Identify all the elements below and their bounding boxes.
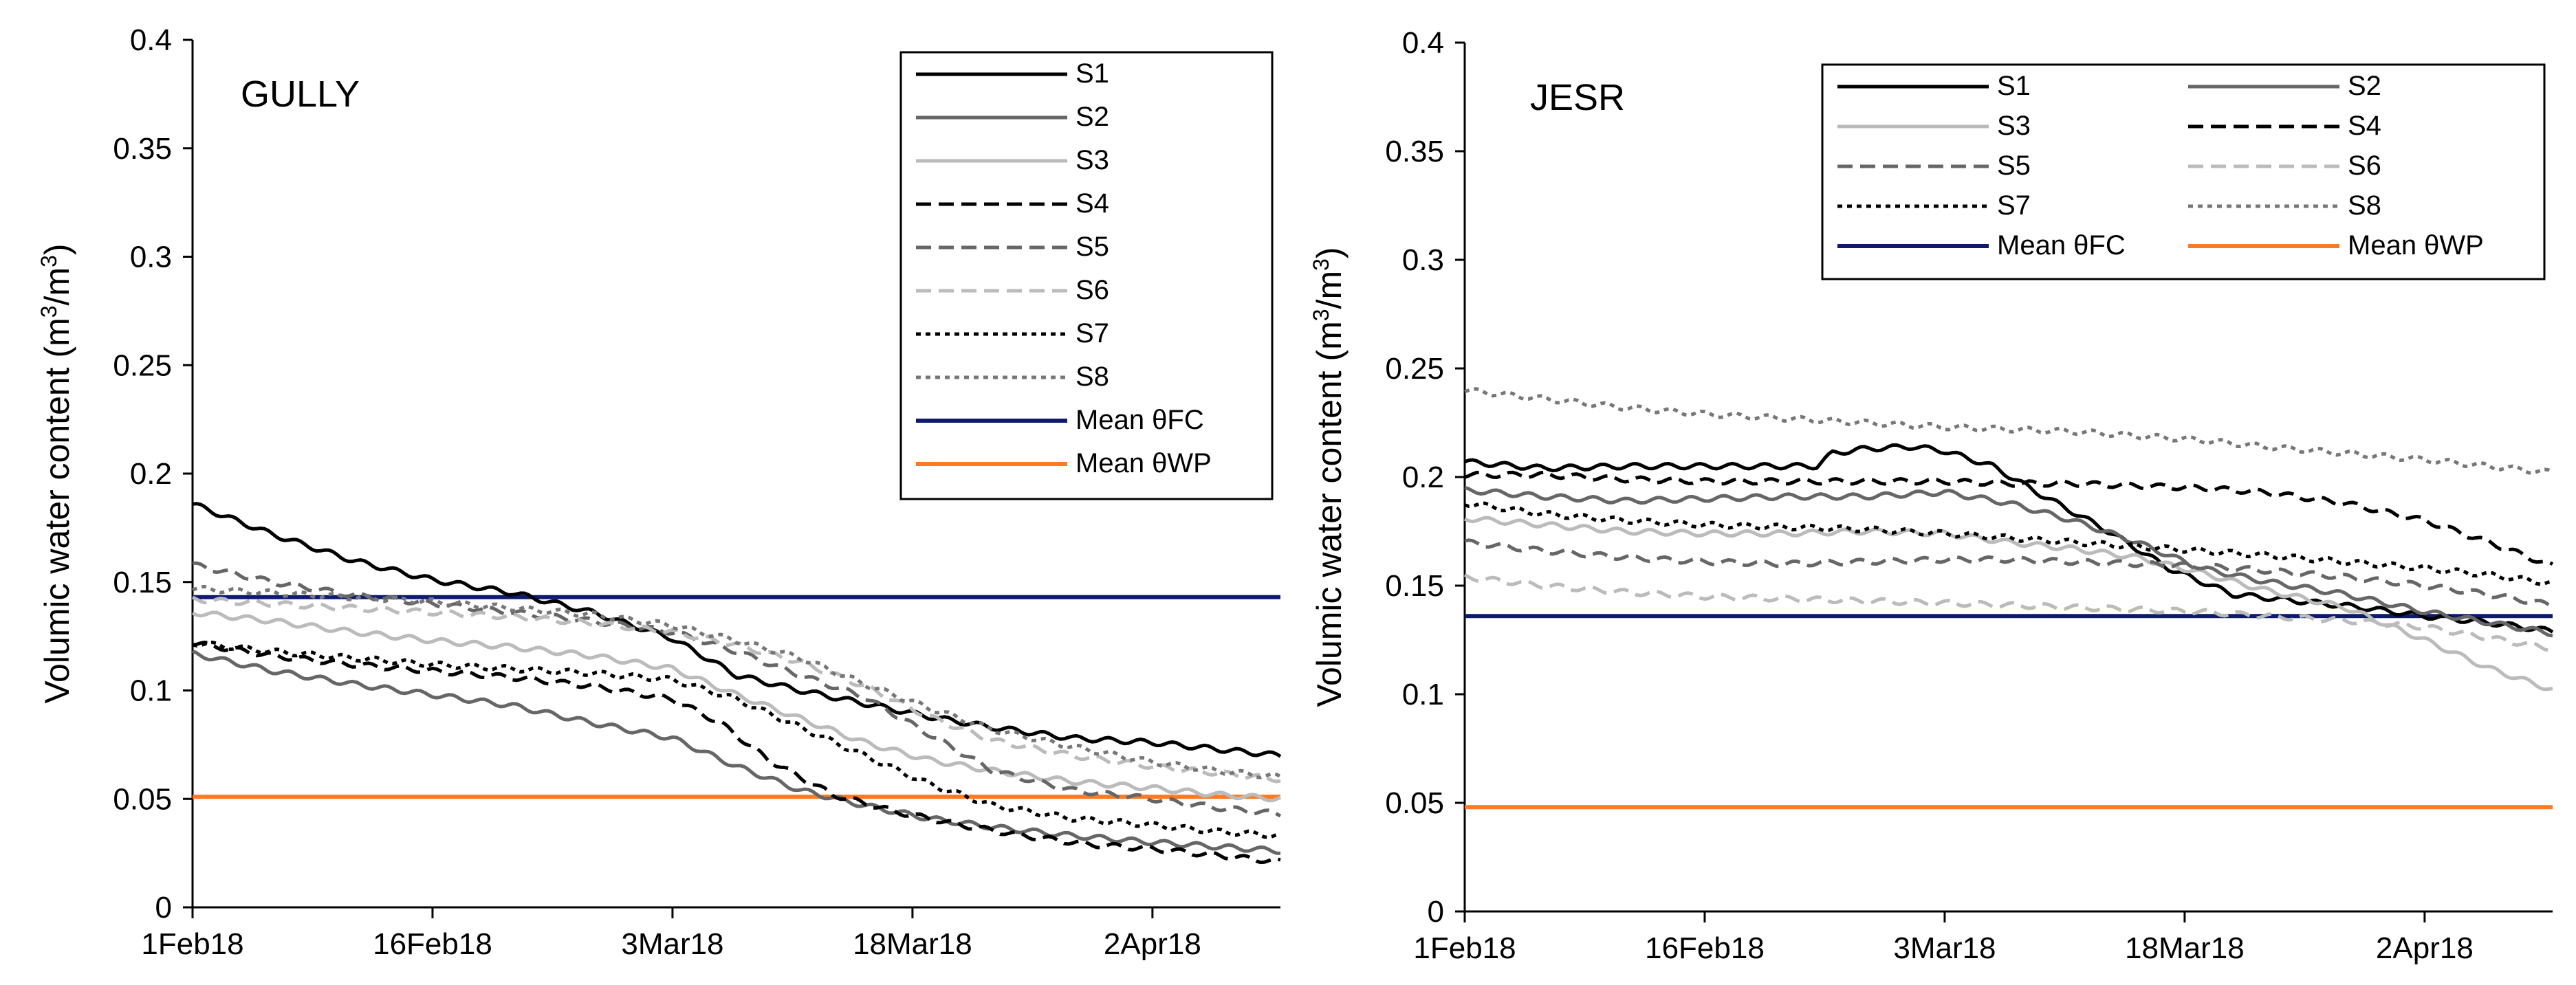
y-tick-label: 0 bbox=[155, 891, 172, 925]
x-tick-label: 16Feb18 bbox=[373, 927, 492, 961]
legend-label: S1 bbox=[1076, 58, 1109, 89]
series-line-s2 bbox=[1464, 485, 2553, 638]
legend-label: S7 bbox=[1997, 190, 2031, 221]
legend-label: S3 bbox=[1076, 145, 1109, 175]
jesr-panel: 0 0.05 0.1 0.15 0.2 0.25 0.3 0.35 0.4 1Feb18 16Feb… bbox=[1309, 26, 2554, 965]
legend-label: S8 bbox=[2348, 190, 2381, 221]
series-line-s8 bbox=[1464, 387, 2554, 475]
y-tick-label: 0.25 bbox=[113, 348, 172, 382]
x-tick-label: 18Mar18 bbox=[853, 927, 972, 961]
x-tick-label: 16Feb18 bbox=[1645, 931, 1765, 965]
x-tick-label: 1Feb18 bbox=[1413, 931, 1516, 965]
x-tick-label: 3Mar18 bbox=[1893, 931, 1996, 965]
legend-box bbox=[1821, 63, 2546, 280]
legend-label: S8 bbox=[1076, 362, 1109, 392]
legend-label: S6 bbox=[2348, 151, 2381, 181]
series-line-s2 bbox=[191, 649, 1281, 855]
y-tick-label: 0.35 bbox=[113, 132, 172, 166]
series-line-s3 bbox=[1463, 516, 2553, 691]
y-tick-label: 0.25 bbox=[1385, 352, 1444, 386]
y-tick-label: 0.1 bbox=[1402, 678, 1444, 711]
series-line-s7 bbox=[192, 641, 1281, 839]
series-line-s3 bbox=[191, 610, 1281, 803]
legend-label: Mean θFC bbox=[1997, 230, 2126, 261]
legend-label: Mean θFC bbox=[1076, 405, 1204, 435]
y-tick-label: 0.3 bbox=[1402, 243, 1444, 277]
legend-label: S5 bbox=[1076, 232, 1109, 262]
y-tick-label: 0.15 bbox=[113, 566, 172, 599]
x-tick-label: 2Apr18 bbox=[1104, 927, 1201, 961]
legend-box bbox=[899, 51, 1274, 500]
series-line-s5 bbox=[1464, 538, 2554, 609]
series-line-s1 bbox=[1464, 443, 2554, 634]
legend-label: S2 bbox=[1076, 102, 1109, 132]
legend-label: S3 bbox=[1997, 111, 2031, 141]
y-tick-label: 0.2 bbox=[1402, 461, 1444, 494]
y-tick-label: 0.05 bbox=[113, 782, 172, 816]
series-line-s4 bbox=[192, 641, 1281, 865]
y-tick-label: 0.1 bbox=[130, 674, 172, 708]
x-tick-label: 2Apr18 bbox=[2376, 931, 2474, 965]
legend-label: S7 bbox=[1076, 318, 1109, 348]
x-tick-label: 3Mar18 bbox=[621, 927, 723, 961]
series-line-s7 bbox=[1464, 501, 2553, 586]
y-tick-label: 0 bbox=[1428, 895, 1444, 929]
legend-label: S6 bbox=[1076, 275, 1109, 305]
gully-panel: 0 0.05 0.1 0.15 0.2 0.25 0.3 0.35 0.4 1Feb18 16Feb… bbox=[36, 23, 1282, 961]
legend-label: S4 bbox=[1076, 188, 1109, 219]
y-tick-label: 0.2 bbox=[130, 457, 172, 491]
x-tick-label: 1Feb18 bbox=[141, 927, 243, 961]
series-line-s1 bbox=[192, 502, 1282, 758]
x-tick-label: 18Mar18 bbox=[2125, 931, 2245, 965]
y-axis-title: Volumic water content (m3/m3) bbox=[36, 243, 76, 703]
y-tick-label: 0.35 bbox=[1385, 135, 1444, 168]
y-tick-label: 0.4 bbox=[1402, 26, 1444, 60]
legend-label: S5 bbox=[1997, 151, 2031, 181]
panel-title: GULLY bbox=[241, 74, 360, 115]
y-tick-label: 0.05 bbox=[1385, 786, 1444, 820]
legend-label: Mean θWP bbox=[1076, 448, 1212, 478]
legend-label: S1 bbox=[1997, 71, 2031, 101]
legend-label: S4 bbox=[2348, 111, 2381, 141]
series-line-s6 bbox=[1463, 573, 2553, 652]
y-tick-label: 0.3 bbox=[130, 241, 172, 274]
legend-label: S2 bbox=[2348, 71, 2381, 101]
series-line-s4 bbox=[1464, 470, 2554, 566]
panel-title: JESR bbox=[1530, 77, 1625, 118]
series-line-s8 bbox=[192, 584, 1282, 779]
series-line-s5 bbox=[192, 561, 1282, 818]
y-axis-title: Volumic water content (m3/m3) bbox=[1309, 247, 1349, 707]
y-tick-label: 0.15 bbox=[1385, 569, 1444, 603]
y-tick-label: 0.4 bbox=[130, 23, 172, 57]
legend-label: Mean θWP bbox=[2348, 230, 2484, 261]
